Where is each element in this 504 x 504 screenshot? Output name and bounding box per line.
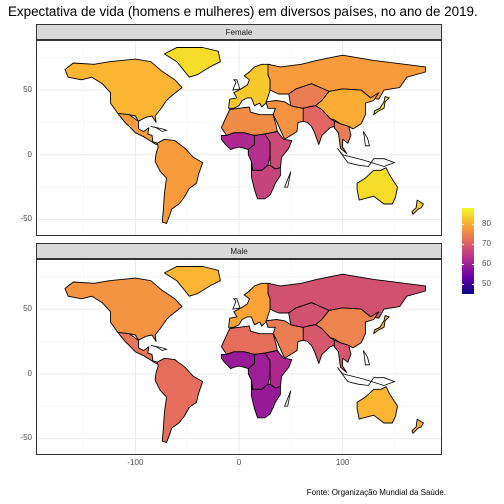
y-tick-label: -50 (20, 214, 32, 224)
region-australia (356, 167, 398, 205)
region-southeast-asia (333, 120, 352, 154)
colorbar-tick (462, 264, 474, 265)
region-australia (356, 386, 398, 424)
region-uk (232, 79, 241, 91)
region-philippines (362, 350, 371, 366)
region-uk (232, 298, 241, 310)
region-russia (267, 54, 426, 100)
region-indonesia (337, 148, 396, 167)
x-tick-label: 0 (236, 458, 242, 467)
region-new-zealand (411, 199, 424, 215)
region-south-america (154, 138, 204, 224)
colorbar-tick-label: 80 (482, 219, 491, 228)
region-southern-africa (250, 379, 281, 419)
map-svg (37, 41, 441, 235)
region-caribbean (150, 126, 168, 132)
source-caption: Fonte: Organização Mundial da Saúde. (306, 488, 446, 497)
region-caribbean (150, 345, 168, 351)
x-tick-label: 100 (335, 458, 350, 467)
region-philippines (362, 131, 371, 147)
region-japan (373, 315, 390, 335)
chart-title: Expectativa de vida (homens e mulheres) … (8, 4, 478, 19)
region-new-zealand (411, 418, 424, 434)
region-north-america (64, 58, 183, 123)
facet-panel-female (36, 40, 442, 236)
region-china (315, 307, 380, 349)
y-tick-label: 0 (27, 368, 32, 378)
region-north-america (64, 277, 183, 342)
colorbar-tick (462, 224, 474, 225)
region-south-america (154, 357, 204, 443)
region-madagascar (284, 390, 292, 407)
region-west-africa (220, 351, 255, 370)
y-tick-label: 50 (23, 85, 32, 95)
colorbar-tick (462, 284, 474, 285)
region-greenland (163, 47, 221, 78)
facet-strip-male: Male (36, 243, 442, 259)
region-east-africa (264, 350, 293, 389)
region-southern-africa (250, 160, 281, 200)
map-svg (37, 260, 441, 454)
region-russia (267, 273, 426, 319)
x-tick-label: -100 (127, 458, 144, 467)
y-tick-label: 50 (23, 304, 32, 314)
facet-panel-male (36, 259, 442, 455)
region-north-africa (220, 106, 278, 136)
colorbar-tick-label: 60 (482, 259, 491, 268)
facet-strip-female: Female (36, 24, 442, 40)
region-greenland (163, 266, 221, 297)
region-middle-east (265, 319, 305, 359)
region-southeast-asia (333, 339, 352, 373)
region-japan (373, 96, 390, 116)
colorbar-tick (462, 244, 474, 245)
colorbar-tick-label: 70 (482, 239, 491, 248)
region-mexico-central (117, 331, 159, 364)
region-west-africa (220, 132, 255, 151)
colorbar (462, 208, 474, 294)
y-tick-label: 0 (27, 149, 32, 159)
y-tick-label: -50 (20, 433, 32, 443)
colorbar-tick-label: 50 (482, 279, 491, 288)
region-madagascar (284, 171, 292, 188)
region-mexico-central (117, 112, 159, 145)
region-north-africa (220, 325, 278, 355)
region-east-africa (264, 131, 293, 170)
region-middle-east (265, 100, 305, 140)
region-indonesia (337, 367, 396, 386)
region-china (315, 88, 380, 130)
